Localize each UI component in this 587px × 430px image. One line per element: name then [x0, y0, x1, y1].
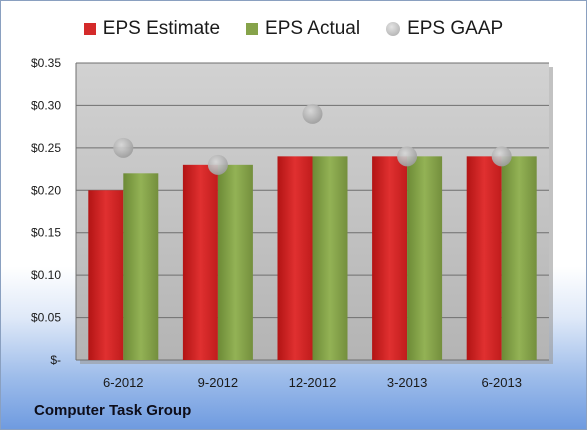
- legend-item-gaap: EPS GAAP: [386, 18, 503, 40]
- bar-eps-estimate: [466, 156, 502, 360]
- marker-eps-gaap: [302, 103, 323, 124]
- bar-eps-actual: [123, 173, 159, 360]
- bar-eps-actual: [407, 156, 443, 360]
- bar-eps-estimate: [372, 156, 408, 360]
- marker-eps-gaap: [113, 137, 134, 158]
- marker-eps-gaap: [397, 146, 418, 167]
- legend-label-estimate: EPS Estimate: [102, 18, 221, 39]
- x-tick-label: 6-2012: [103, 375, 143, 390]
- legend-item-estimate: EPS Estimate: [83, 18, 221, 40]
- x-tick-label: 9-2012: [198, 375, 238, 390]
- legend-label-actual: EPS Actual: [265, 18, 361, 39]
- y-tick-label: $0.25: [31, 141, 61, 155]
- bar-eps-actual: [312, 156, 348, 360]
- y-tick-label: $0.30: [31, 98, 61, 112]
- gaap-swatch: [386, 22, 401, 36]
- y-tick-label: $0.35: [31, 56, 61, 70]
- bar-eps-estimate: [277, 156, 313, 360]
- marker-eps-gaap: [207, 154, 228, 175]
- company-name: Computer Task Group: [34, 402, 192, 419]
- legend-label-gaap: EPS GAAP: [407, 18, 504, 39]
- bar-eps-actual: [501, 156, 537, 360]
- legend: EPS Estimate EPS Actual EPS GAAP: [1, 18, 586, 40]
- y-tick-label: $0.05: [31, 311, 61, 325]
- y-tick-label: $0.20: [31, 183, 61, 197]
- x-tick-label: 3-2013: [387, 375, 427, 390]
- legend-item-actual: EPS Actual: [246, 18, 360, 40]
- actual-swatch: [246, 23, 259, 35]
- x-tick-label: 6-2013: [481, 375, 521, 390]
- bar-eps-estimate: [88, 190, 124, 360]
- marker-eps-gaap: [491, 146, 512, 167]
- y-tick-label: $0.15: [31, 226, 61, 240]
- bar-eps-actual: [217, 164, 253, 360]
- y-tick-label: $0.10: [31, 268, 61, 282]
- estimate-swatch: [83, 23, 96, 35]
- x-tick-label: 12-2012: [289, 375, 337, 390]
- y-tick-label: $-: [50, 353, 61, 367]
- bar-eps-estimate: [182, 164, 218, 360]
